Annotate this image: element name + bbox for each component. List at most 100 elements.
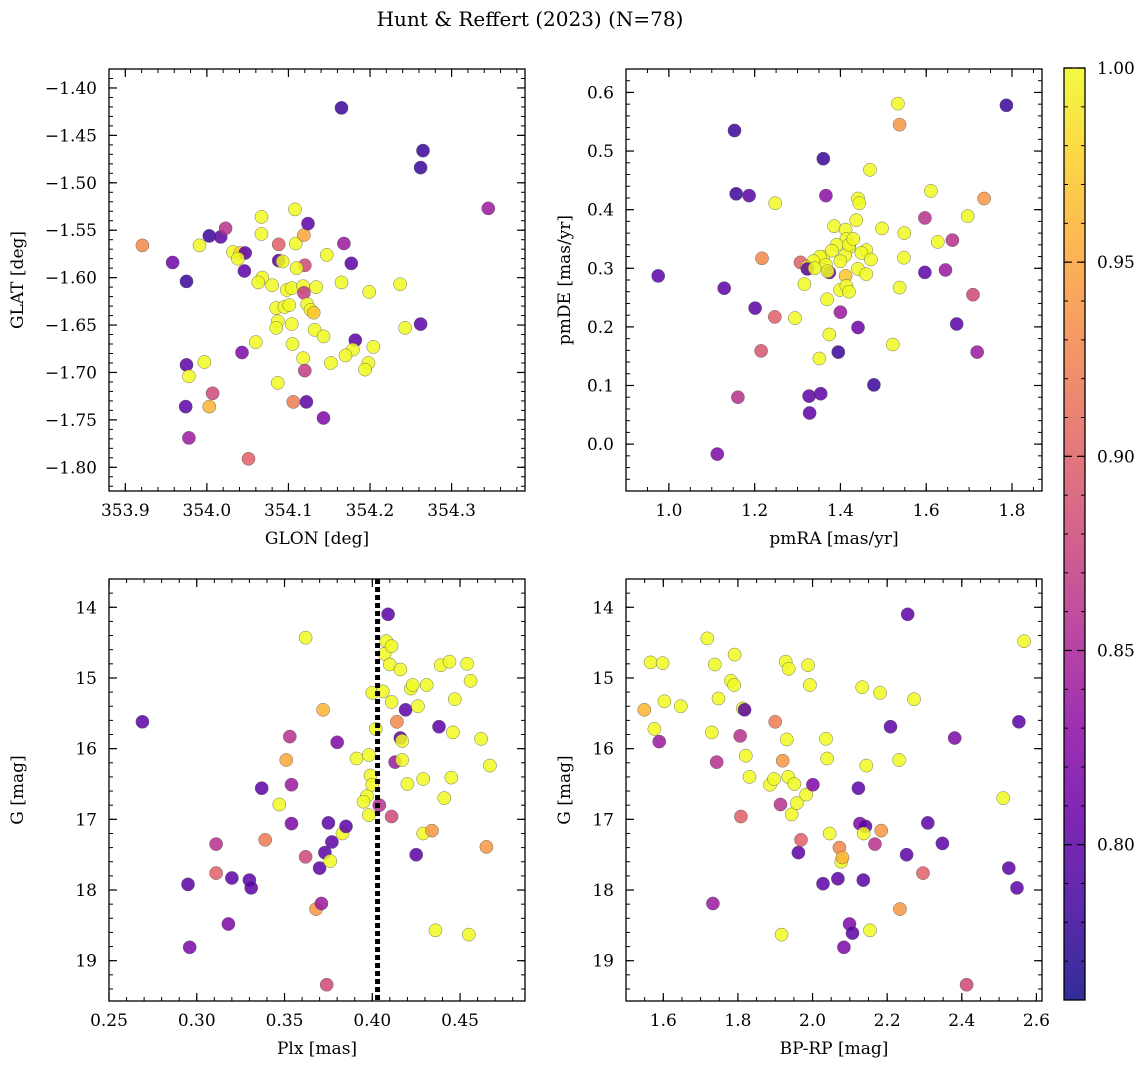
scatter-point <box>711 691 726 706</box>
scatter-point <box>739 748 753 763</box>
scatter-point <box>218 221 233 236</box>
scatter-point <box>727 678 742 692</box>
x-tick-label: 1.6 <box>650 1011 677 1031</box>
x-tick-label: 1.8 <box>724 1011 751 1031</box>
scatter-point <box>833 254 848 269</box>
scatter-point <box>831 871 845 886</box>
scatter-point <box>797 277 812 291</box>
scatter-point <box>165 255 180 270</box>
x-tick-label: 1.4 <box>827 501 854 521</box>
scatter-point <box>254 227 269 241</box>
scatter-point <box>931 235 945 249</box>
colorbar-tick-label: 0.90 <box>1097 447 1135 467</box>
scatter-point <box>787 777 802 791</box>
scatter-point <box>284 317 299 331</box>
scatter-point <box>309 280 324 294</box>
scatter-point <box>479 840 494 854</box>
scatter-point <box>768 310 782 324</box>
scatter-point <box>863 162 877 177</box>
scatter-point <box>856 873 871 887</box>
scatter-point <box>864 252 878 267</box>
scatter-point <box>416 143 430 158</box>
scatter-point <box>873 686 887 700</box>
scatter-point <box>893 902 907 916</box>
scatter-point <box>288 236 303 251</box>
y-tick-label: 14 <box>75 598 97 618</box>
panel-pmra-pmde: 1.0 1.2 1.4 1.6 1.8 0.0 0.1 0.2 0.3 0.4 0.5 0.6 pmRA… <box>555 68 1043 549</box>
scatter-point <box>820 264 835 279</box>
scatter-point <box>849 213 864 227</box>
scatter-point <box>460 657 474 671</box>
x-tick-label: 354.0 <box>183 501 232 521</box>
y-tick-label: 16 <box>75 740 97 760</box>
scatter-point <box>727 647 742 662</box>
x-tick-label: 2.2 <box>874 1011 901 1031</box>
y-axis-label: G [mag] <box>555 755 575 824</box>
scatter-point <box>179 274 194 289</box>
scatter-point <box>833 305 848 320</box>
scatter-point <box>1002 861 1016 875</box>
scatter-point <box>405 678 420 692</box>
scatter-point <box>674 699 688 714</box>
scatter-point <box>637 703 652 717</box>
scatter-point <box>235 345 249 360</box>
scatter-point <box>282 729 297 744</box>
scatter-point <box>802 389 816 403</box>
scatter-point <box>179 358 194 372</box>
scatter-point <box>768 196 783 210</box>
x-tick-label: 2.4 <box>948 1011 975 1031</box>
x-axis-label: BP-RP [mag] <box>780 1039 889 1059</box>
scatter-point <box>784 807 799 822</box>
scatter-point <box>358 362 372 377</box>
scatter-point <box>794 833 808 847</box>
y-tick-label: 0.2 <box>587 318 614 338</box>
x-tick-label: 354.3 <box>427 501 476 521</box>
scatter-point <box>312 861 327 875</box>
x-axis-label: GLON [deg] <box>265 529 369 549</box>
scatter-point <box>337 236 351 251</box>
scatter-point <box>181 877 195 892</box>
scatter-point <box>398 703 413 717</box>
scatter-point <box>275 254 290 269</box>
scatter-point <box>339 819 353 834</box>
scatter-point <box>966 287 980 302</box>
panel-plx-g: 0.25 0.30 0.35 0.40 0.45 14 15 16 17 18 19 Plx [mas… <box>8 578 526 1059</box>
scatter-point <box>316 703 330 717</box>
y-tick-label: 17 <box>592 810 614 830</box>
scatter-point <box>708 657 722 672</box>
figure-title: Hunt & Reffert (2023) (N=78) <box>377 7 684 31</box>
scatter-point <box>643 655 658 670</box>
scatter-point <box>842 284 856 299</box>
y-tick-label: −1.55 <box>45 221 97 241</box>
scatter-point <box>837 940 851 955</box>
scatter-point <box>831 345 846 359</box>
x-tick-label: 1.8 <box>998 501 1025 521</box>
scatter-point <box>875 221 889 236</box>
scatter-point <box>947 731 962 745</box>
scatter-point <box>209 866 223 880</box>
y-tick-label: −1.75 <box>45 411 97 431</box>
scatter-point <box>742 770 757 784</box>
scatter-point <box>706 896 720 911</box>
y-tick-label: 0.1 <box>587 377 614 397</box>
scatter-point <box>284 777 299 792</box>
scatter-point <box>863 923 877 938</box>
scatter-point <box>767 772 781 786</box>
scatter-point <box>221 917 236 931</box>
scatter-point <box>874 823 889 838</box>
y-tick-label: 0.5 <box>587 142 614 162</box>
scatter-point <box>822 826 837 841</box>
scatter-point <box>897 226 912 240</box>
scatter-point <box>362 285 377 299</box>
scatter-point <box>845 926 860 940</box>
scatter-point <box>254 781 269 796</box>
x-axis-label: Plx [mas] <box>277 1039 357 1059</box>
scatter-point <box>393 277 408 292</box>
scatter-point <box>657 694 672 709</box>
y-tick-label: −1.40 <box>45 79 97 99</box>
axes-frame <box>625 68 1043 492</box>
scatter-point <box>961 209 975 223</box>
y-axis-label: G [mag] <box>8 755 28 824</box>
scatter-point <box>916 866 930 880</box>
scatter-point <box>182 369 196 384</box>
